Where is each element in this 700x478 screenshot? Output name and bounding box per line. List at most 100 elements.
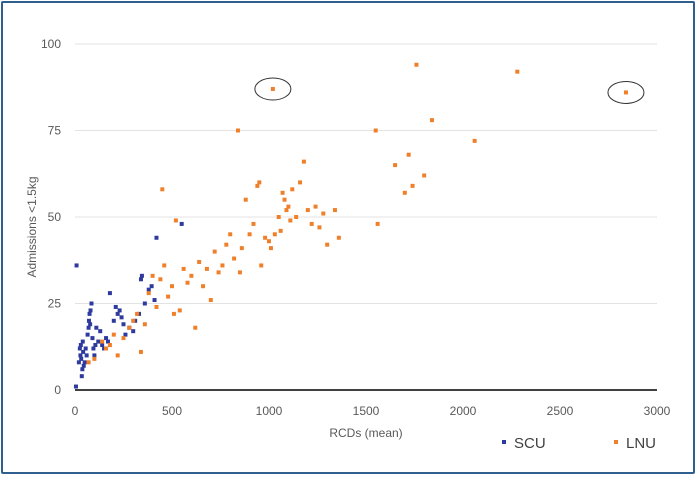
data-point-lnu [235,128,240,133]
y-axis-ticks: 0 25 50 75 100 [41,37,61,397]
x-tick-label: 2000 [450,404,477,418]
data-point-lnu [301,159,306,164]
series-lnu [86,62,628,365]
data-point-scu [115,311,120,316]
data-point-scu [107,291,112,296]
data-point-lnu [162,263,167,268]
x-axis-ticks: 0 500 1000 1500 2000 2500 3000 [72,404,671,418]
data-point-lnu [276,215,281,219]
data-point-scu [78,353,83,358]
data-point-scu [88,322,93,327]
data-point-lnu [86,360,91,365]
data-point-lnu [406,152,411,157]
data-point-lnu [282,197,287,202]
data-point-scu [78,343,83,348]
data-point-lnu [393,163,398,168]
y-tick-label: 25 [48,297,62,311]
y-tick-label: 50 [48,210,62,224]
data-point-lnu [429,118,434,123]
data-point-lnu [332,208,337,213]
data-point-scu [88,308,93,313]
data-point-scu [139,273,144,278]
data-point-lnu [375,221,380,226]
data-point-lnu [321,211,326,216]
data-point-lnu [263,235,268,240]
data-point-lnu [288,218,293,223]
data-point-scu [104,336,109,341]
data-point-lnu [267,239,271,244]
scatter-chart: 0 25 50 75 100 0 500 1000 1500 2000 2500 3000 RCDs… [25,37,671,452]
data-point-lnu [410,183,415,188]
data-point-lnu [515,69,520,74]
data-point-lnu [232,256,237,261]
data-point-lnu [107,343,112,348]
data-point-lnu [189,273,194,278]
data-point-scu [83,346,88,351]
data-point-lnu [298,180,303,185]
data-point-lnu [422,173,427,178]
data-point-scu [76,360,81,365]
data-point-lnu [373,128,378,133]
data-point-lnu [294,215,299,219]
data-point-scu [93,343,98,348]
data-point-lnu [142,322,147,327]
annotation-ellipse [254,77,292,101]
data-point-scu [86,318,91,323]
legend: SCU LNU [502,435,656,452]
data-point-lnu [121,336,126,341]
annotation-ellipse [607,80,645,104]
data-point-lnu [197,259,202,264]
data-point-scu [82,360,87,365]
data-point-scu [121,322,126,327]
data-point-lnu [204,266,209,271]
data-point-scu [98,329,103,334]
legend-item-scu: SCU [502,435,546,452]
data-point-lnu [181,266,186,271]
x-axis-title: RCDs (mean) [329,426,402,440]
x-tick-label: 2500 [547,404,574,418]
data-point-lnu [280,190,285,195]
data-point-lnu [111,332,116,337]
data-point-scu [105,339,110,344]
legend-label-scu: SCU [514,435,546,452]
y-tick-label: 0 [54,383,61,397]
data-point-scu [123,332,128,337]
x-tick-label: 500 [162,404,182,418]
data-point-scu [80,339,85,344]
data-point-scu [117,308,122,313]
data-point-lnu [166,294,171,299]
data-point-lnu [251,221,256,226]
data-point-lnu [185,280,190,285]
data-point-lnu [228,232,233,237]
data-point-scu [73,384,78,389]
data-point-lnu [193,325,198,330]
data-point-scu [81,349,86,354]
data-point-scu [91,346,96,351]
data-point-lnu [173,218,178,223]
x-tick-label: 1500 [353,404,380,418]
data-point-lnu [115,353,120,358]
legend-label-lnu: LNU [626,435,656,452]
data-point-lnu [154,304,159,309]
x-tick-label: 1000 [256,404,283,418]
legend-marker-scu [502,440,506,444]
data-point-scu [90,336,95,341]
data-point-lnu [208,298,213,303]
data-point-lnu [220,263,225,268]
data-point-lnu [268,246,273,251]
data-point-scu [85,332,90,337]
data-point-lnu [158,277,163,282]
data-point-scu [142,301,147,306]
data-point-lnu [290,187,295,192]
data-point-scu [79,356,84,361]
data-point-lnu [305,208,310,213]
y-tick-label: 100 [41,37,61,51]
data-point-lnu [284,208,289,213]
data-point-lnu [317,225,322,230]
data-point-lnu [131,318,136,323]
data-point-scu [119,315,124,320]
data-point-lnu [313,204,318,209]
data-point-scu [77,346,82,351]
legend-marker-lnu [614,440,618,444]
